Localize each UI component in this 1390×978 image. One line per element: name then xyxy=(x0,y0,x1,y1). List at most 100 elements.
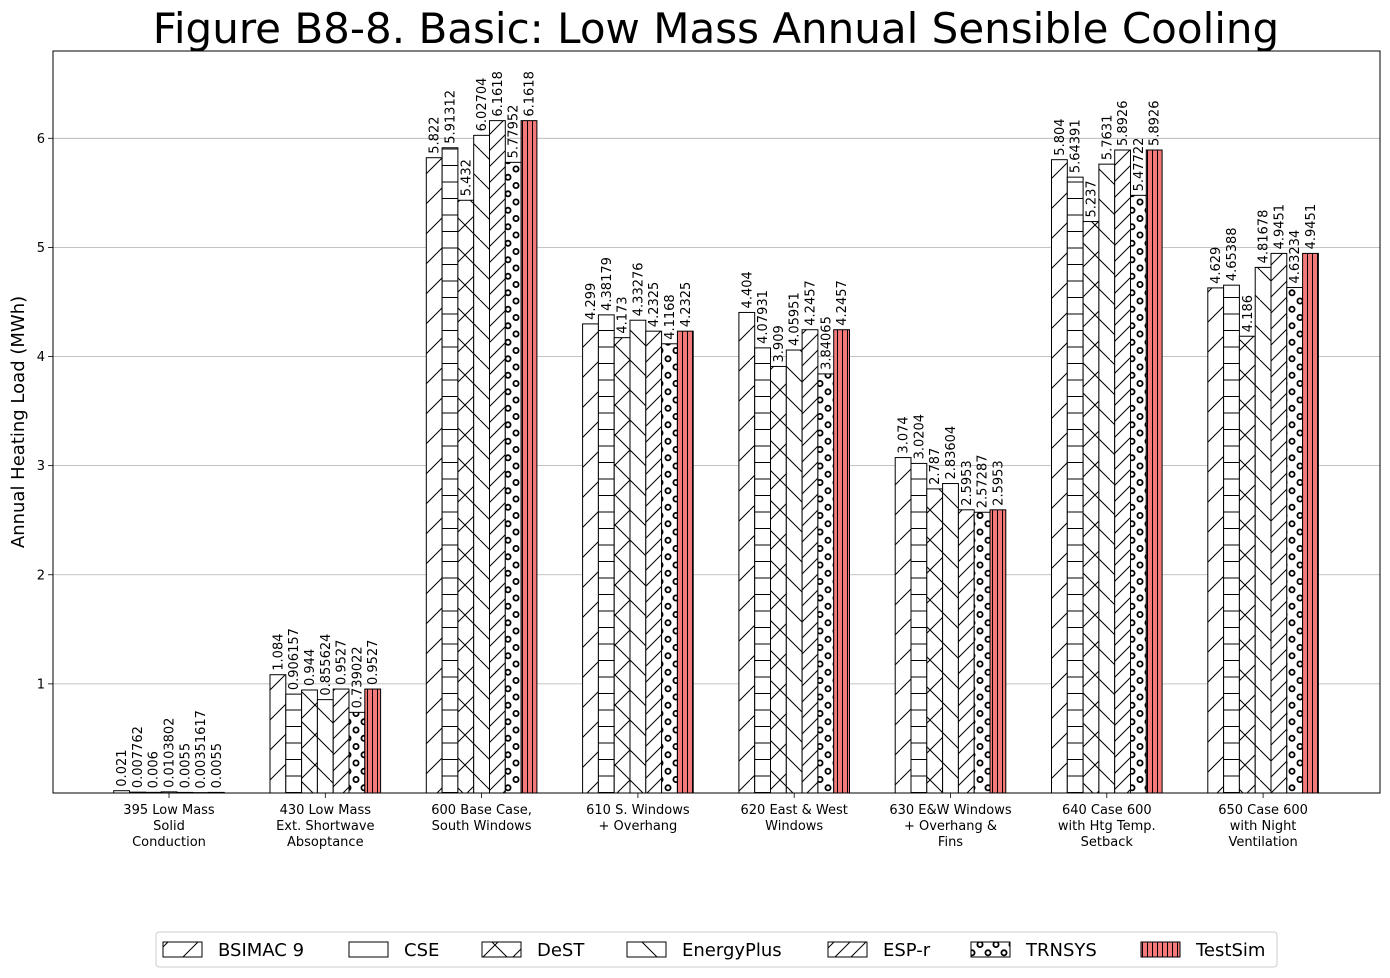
data-label: 0.9527 xyxy=(366,640,381,686)
bar xyxy=(785,349,803,794)
data-label: 4.63234 xyxy=(1288,230,1303,284)
y-tick-label: 1 xyxy=(37,677,45,692)
data-label: 0.006 xyxy=(147,751,162,788)
bar xyxy=(457,199,475,794)
bar xyxy=(957,509,975,794)
bar xyxy=(738,311,756,794)
bar xyxy=(629,319,647,794)
bar xyxy=(1270,252,1288,794)
data-label: 0.9527 xyxy=(335,640,350,686)
data-label: 4.07931 xyxy=(756,290,771,344)
legend-label: BSIMAC 9 xyxy=(218,940,304,961)
data-label: 4.9451 xyxy=(1272,204,1287,250)
data-label: 2.5953 xyxy=(960,460,975,506)
bar xyxy=(582,323,599,794)
data-label: 4.05951 xyxy=(788,292,803,346)
x-tick-label: 430 Low Mass xyxy=(280,803,372,818)
bar xyxy=(269,674,287,794)
y-tick-label: 4 xyxy=(37,350,45,365)
data-label: 5.64391 xyxy=(1069,119,1084,173)
data-label: 5.804 xyxy=(1053,118,1068,155)
bar xyxy=(332,688,350,794)
data-label: 5.47722 xyxy=(1132,138,1147,192)
legend: BSIMAC 9 CSE DeST EnergyPlus ESP-r TRNSYS Test… xyxy=(155,931,1278,968)
legend-label: TestSim xyxy=(1195,940,1265,961)
data-label: 0.906157 xyxy=(287,628,302,690)
bar xyxy=(1114,149,1131,794)
data-label: 5.822 xyxy=(428,116,443,153)
data-label: 4.173 xyxy=(616,296,631,333)
bar xyxy=(1082,221,1100,794)
legend-label: CSE xyxy=(404,940,439,961)
data-label: 3.84065 xyxy=(819,316,834,370)
bar xyxy=(348,711,366,794)
bar xyxy=(520,120,538,794)
legend-swatch xyxy=(481,941,522,958)
data-label: 0.855624 xyxy=(319,634,334,696)
bar xyxy=(1254,266,1272,794)
data-label: 5.77952 xyxy=(507,105,522,159)
data-label: 6.1618 xyxy=(523,71,538,117)
legend-label: DeST xyxy=(537,940,585,961)
x-tick-label: 620 East & West xyxy=(741,803,848,818)
y-tick-label: 3 xyxy=(37,459,45,474)
data-label: 4.1168 xyxy=(663,294,678,340)
bar xyxy=(817,373,835,794)
bar xyxy=(364,688,382,794)
bar xyxy=(833,329,851,794)
data-label: 5.8926 xyxy=(1148,101,1163,147)
bar xyxy=(1286,287,1304,794)
data-label: 0.021 xyxy=(115,749,130,786)
data-label: 0.739022 xyxy=(350,646,365,708)
x-tick-label: with Night xyxy=(1230,819,1297,834)
data-label: 2.57287 xyxy=(976,454,991,508)
data-label: 0.0055 xyxy=(178,743,193,789)
legend-label: EnergyPlus xyxy=(682,940,782,961)
y-axis-label: Annual Heating Load (MWh) xyxy=(8,296,29,548)
bar xyxy=(770,365,787,794)
data-label: 5.237 xyxy=(1085,180,1100,217)
data-label: 4.629 xyxy=(1209,247,1224,284)
x-tick-label: Fins xyxy=(938,835,963,850)
data-label: 4.81678 xyxy=(1257,210,1272,264)
data-label: 4.2457 xyxy=(835,280,850,326)
x-tick-label: 610 S. Windows xyxy=(586,803,690,818)
bar xyxy=(316,699,334,794)
data-label: 0.00351617 xyxy=(194,710,209,789)
data-label: 6.02704 xyxy=(475,78,490,132)
data-label: 2.787 xyxy=(928,448,943,485)
bar xyxy=(1223,284,1240,794)
bar xyxy=(473,134,491,794)
bar xyxy=(754,347,772,794)
x-tick-label: 600 Base Case, xyxy=(431,803,532,818)
data-label: 5.8926 xyxy=(1116,101,1131,147)
data-label: 4.186 xyxy=(1241,295,1256,332)
bar xyxy=(1145,149,1163,794)
x-tick-label: 630 E&W Windows xyxy=(889,803,1012,818)
data-label: 4.2457 xyxy=(804,280,819,326)
legend-label: ESP-r xyxy=(883,940,931,961)
bar xyxy=(926,488,944,794)
x-tick-label: South Windows xyxy=(432,819,532,834)
data-label: 4.2325 xyxy=(647,282,662,328)
legend-swatch xyxy=(970,941,1011,958)
data-label: 3.909 xyxy=(772,325,787,362)
y-axis-ticks: 1 2 3 4 5 6 xyxy=(37,132,53,692)
bar xyxy=(661,343,678,794)
x-tick-label: Conduction xyxy=(132,835,206,850)
bar xyxy=(1207,287,1225,794)
data-label: 4.299 xyxy=(584,283,599,320)
legend-swatch xyxy=(626,941,667,958)
x-tick-label: Setback xyxy=(1081,835,1134,850)
y-tick-label: 5 xyxy=(37,241,45,256)
data-label: 2.83604 xyxy=(944,426,959,480)
data-label: 3.074 xyxy=(897,416,912,453)
data-label: 3.0204 xyxy=(912,414,927,460)
x-tick-label: Absoptance xyxy=(287,835,364,850)
bar xyxy=(645,330,663,794)
legend-swatch xyxy=(1140,941,1181,958)
bar xyxy=(1238,335,1256,794)
plot-frame xyxy=(52,50,1381,794)
